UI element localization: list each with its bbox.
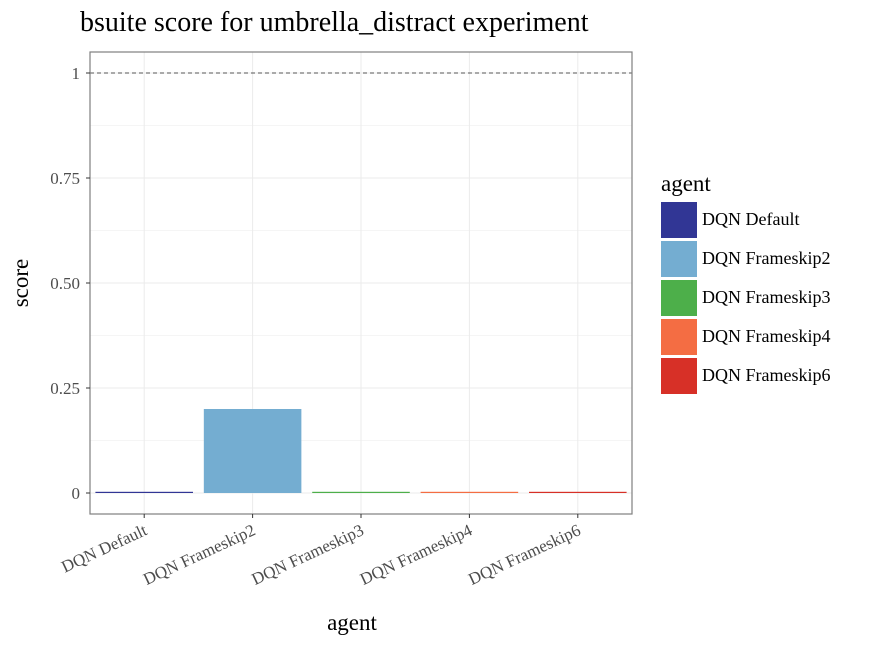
legend-swatch	[661, 358, 697, 394]
x-tick-label: DQN Frameskip2	[140, 520, 258, 589]
bar-dqn-frameskip3	[312, 491, 410, 493]
legend-swatch	[661, 280, 697, 316]
x-tick-label: DQN Frameskip6	[465, 520, 583, 589]
y-tick-label: 0.50	[50, 274, 80, 293]
y-tick-label: 0.25	[50, 379, 80, 398]
y-tick-label: 0.75	[50, 169, 80, 188]
legend-swatch	[661, 319, 697, 355]
bar-dqn-frameskip2	[203, 409, 302, 493]
legend-swatch	[661, 241, 697, 277]
chart-title: bsuite score for umbrella_distract exper…	[80, 7, 589, 38]
legend-title: agent	[661, 171, 711, 196]
bar-dqn-frameskip6	[529, 491, 627, 493]
y-axis-label: score	[8, 259, 33, 308]
bars-group	[95, 409, 627, 493]
x-tick-label: DQN Frameskip3	[249, 520, 367, 589]
x-tick-label: DQN Default	[58, 520, 150, 576]
y-axis: 0 0.25 0.50 0.75 1	[50, 64, 90, 503]
legend-swatch	[661, 202, 697, 238]
legend-label: DQN Frameskip4	[702, 326, 831, 346]
x-axis-label: agent	[327, 610, 377, 635]
grid-lines	[90, 52, 632, 514]
legend-label: DQN Frameskip3	[702, 287, 831, 307]
y-tick-label: 0	[72, 484, 81, 503]
legend: agent DQN Default DQN Frameskip2 DQN Frame…	[661, 171, 831, 394]
legend-items: DQN Default DQN Frameskip2 DQN Frameskip3 D…	[661, 202, 831, 394]
bar-dqn-frameskip4	[420, 491, 519, 493]
y-tick-label: 1	[72, 64, 81, 83]
bar-dqn-default	[95, 491, 193, 493]
legend-label: DQN Frameskip6	[702, 365, 831, 385]
x-tick-label: DQN Frameskip4	[357, 520, 475, 589]
legend-label: DQN Frameskip2	[702, 248, 831, 268]
legend-label: DQN Default	[702, 209, 799, 229]
